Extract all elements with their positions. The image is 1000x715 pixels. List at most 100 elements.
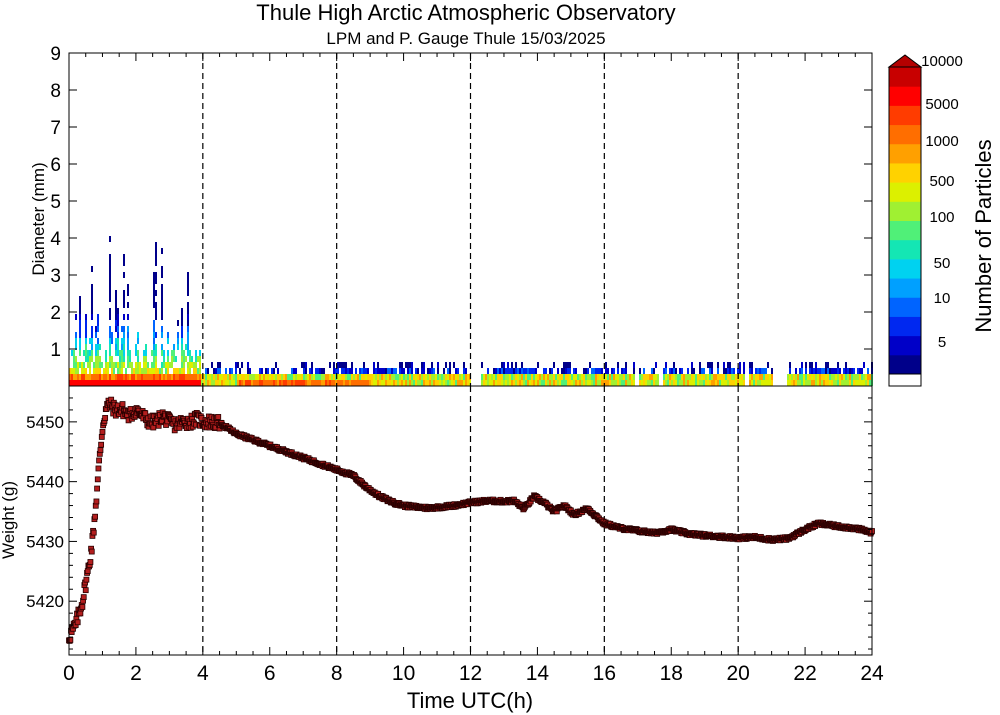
heatmap-cell [247, 368, 249, 374]
heatmap-cell [269, 374, 271, 380]
heatmap-cell [809, 362, 811, 368]
heatmap-cell [261, 380, 263, 386]
heatmap-cell [309, 368, 311, 374]
heatmap-cell [763, 368, 765, 374]
heatmap-cell [851, 374, 853, 380]
heatmap-cell [185, 356, 187, 362]
heatmap-cell [295, 374, 297, 380]
top-panel-reference-lines [202, 53, 739, 386]
heatmap-cell [251, 374, 253, 380]
heatmap-cell [811, 374, 813, 380]
heatmap-cell [91, 290, 93, 296]
heatmap-cell [749, 374, 751, 380]
heatmap-cell [213, 380, 215, 386]
heatmap-cell [275, 374, 277, 380]
heatmap-cell [265, 380, 267, 386]
heatmap-cell [79, 302, 81, 308]
heatmap-cell [825, 380, 827, 386]
heatmap-cell [721, 380, 723, 386]
heatmap-cell [563, 374, 565, 380]
heatmap-cell [373, 362, 375, 368]
heatmap-cell [129, 356, 131, 362]
heatmap-cell [125, 374, 127, 380]
heatmap-cell [183, 362, 185, 368]
heatmap-cell [115, 344, 117, 350]
heatmap-cell [435, 380, 437, 386]
heatmap-cell [837, 380, 839, 386]
heatmap-cell [467, 380, 469, 386]
colorbar-swatch [889, 201, 921, 221]
heatmap-cell [119, 380, 121, 386]
heatmap-cell [181, 344, 183, 350]
heatmap-cell [121, 374, 123, 380]
heatmap-cell [131, 362, 133, 368]
heatmap-cell [761, 374, 763, 380]
heatmap-cell [91, 308, 93, 314]
heatmap-cell [127, 302, 129, 308]
heatmap-cell [161, 248, 163, 254]
heatmap-cell [861, 380, 863, 386]
heatmap-cell [155, 278, 157, 284]
heatmap-cell [769, 380, 771, 386]
heatmap-cell [255, 374, 257, 380]
heatmap-cell [273, 374, 275, 380]
heatmap-cell [169, 380, 171, 386]
heatmap-cell [711, 380, 713, 386]
heatmap-cell [183, 368, 185, 374]
heatmap-cell [153, 374, 155, 380]
heatmap-cell [149, 368, 151, 374]
heatmap-cell [207, 374, 209, 380]
heatmap-cell [799, 380, 801, 386]
heatmap-cell [611, 374, 613, 380]
colorbar: 5 10 50 100 500 1000 5000 10000 Number of Parti… [887, 53, 996, 387]
x-tick-label: 6 [264, 662, 276, 685]
heatmap-cell [533, 374, 535, 380]
heatmap-cell [103, 380, 105, 386]
heatmap-cell [507, 362, 509, 368]
heatmap-cell [501, 368, 503, 374]
heatmap-cell [385, 368, 387, 374]
heatmap-cell [333, 368, 335, 374]
colorbar-label: Number of Particles [971, 139, 996, 332]
heatmap-cell [685, 374, 687, 380]
heatmap-cell [701, 374, 703, 380]
heatmap-cell [295, 380, 297, 386]
heatmap-cell [275, 380, 277, 386]
heatmap-cell [213, 368, 215, 374]
heatmap-cell [847, 368, 849, 374]
heatmap-cell [137, 368, 139, 374]
heatmap-cell [121, 326, 123, 332]
heatmap-cell [387, 380, 389, 386]
heatmap-cell [569, 380, 571, 386]
heatmap-cell [181, 356, 183, 362]
colorbar-swatch [889, 258, 921, 279]
heatmap-cell [143, 362, 145, 368]
heatmap-cell [163, 356, 165, 362]
heatmap-cell [481, 380, 483, 386]
heatmap-cell [489, 380, 491, 386]
heatmap-cell [787, 374, 789, 380]
heatmap-cell [375, 374, 377, 380]
heatmap-cell [805, 380, 807, 386]
heatmap-cell [75, 374, 77, 380]
heatmap-cell [657, 380, 659, 386]
heatmap-cell [177, 368, 179, 374]
heatmap-cell [91, 284, 93, 290]
heatmap-cell [161, 362, 163, 368]
heatmap-cell [127, 314, 129, 320]
heatmap-cell [533, 368, 535, 374]
heatmap-cell [691, 374, 693, 380]
heatmap-cell [107, 374, 109, 380]
heatmap-cell [487, 368, 489, 374]
heatmap-cell [165, 374, 167, 380]
heatmap-cell [809, 380, 811, 386]
weight-point [82, 587, 89, 594]
heatmap-cell [235, 368, 237, 374]
heatmap-cell [545, 368, 547, 374]
heatmap-cell [91, 302, 93, 308]
heatmap-cell [739, 362, 741, 368]
heatmap-cell [591, 374, 593, 380]
heatmap-cell [187, 338, 189, 344]
heatmap-cell [657, 374, 659, 380]
heatmap-cell [527, 374, 529, 380]
